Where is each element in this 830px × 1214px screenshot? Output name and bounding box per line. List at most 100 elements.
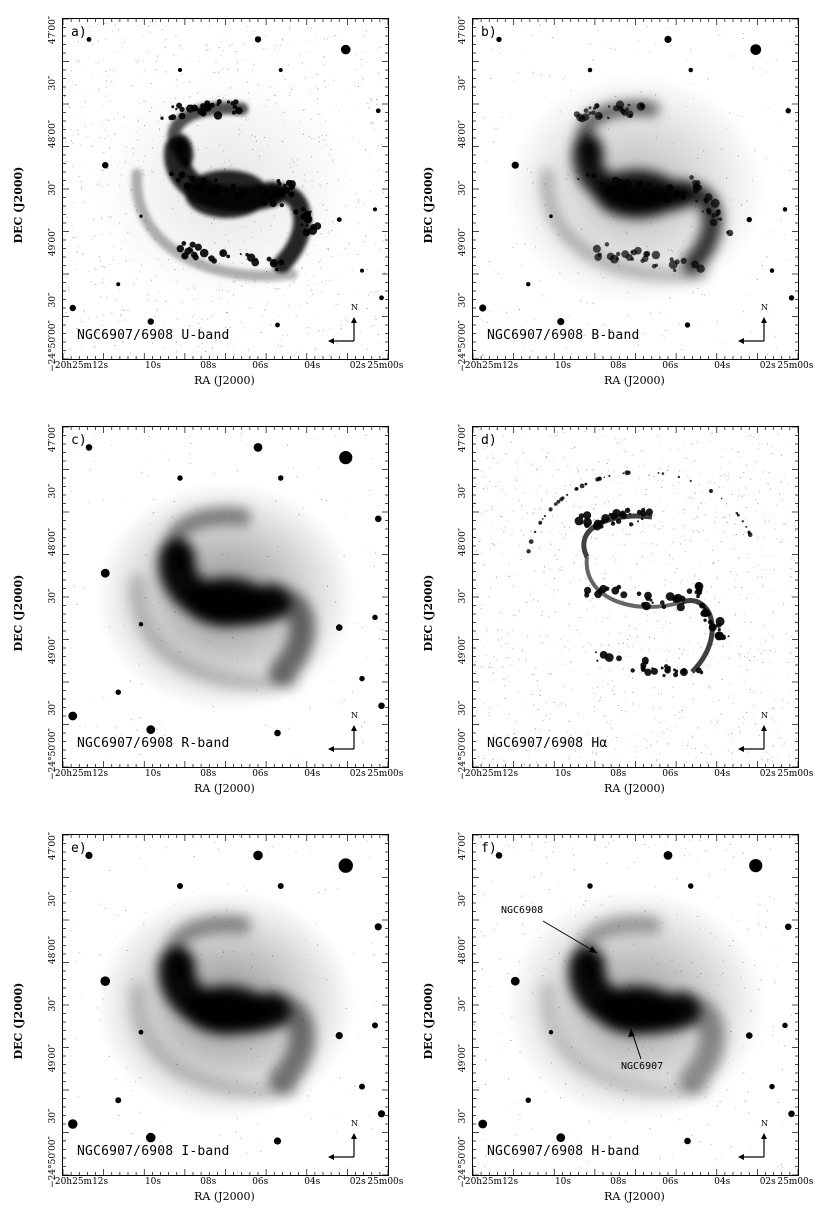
foreground-star	[510, 976, 520, 986]
foreground-star	[146, 725, 156, 734]
foreground-star	[769, 268, 775, 273]
north-east-compass: N	[736, 303, 772, 345]
dec-axis-title: DEC (J2000)	[422, 982, 435, 1060]
ra-tick-label: 04s	[304, 1177, 321, 1187]
foreground-star	[375, 108, 381, 114]
ra-tick-label: 02s	[349, 361, 366, 371]
dec-tick-label: 47′00″	[458, 15, 468, 45]
ra-tick-label: 04s	[714, 361, 731, 371]
ra-tick-label: 02s	[759, 769, 776, 779]
galaxy-image	[473, 835, 798, 1175]
foreground-star	[549, 214, 553, 218]
ra-tick-label: 25m00s	[777, 769, 814, 779]
ra-tick-label: 04s	[714, 1177, 731, 1187]
north-east-compass: N	[326, 711, 362, 753]
dec-tick-label: 49′00″	[48, 1044, 58, 1073]
foreground-star	[664, 35, 672, 43]
foreground-star	[335, 624, 343, 631]
dec-tick-label: −24°50′00″	[48, 320, 58, 372]
ra-tick-label: 04s	[304, 361, 321, 371]
ra-tick-label: 02s	[759, 361, 776, 371]
dec-tick-label: 47′00″	[458, 831, 468, 861]
dec-tick-label: 30″	[458, 483, 468, 499]
dec-tick-label: 48′00″	[458, 935, 468, 964]
foreground-star	[86, 37, 92, 42]
foreground-star	[746, 216, 752, 223]
foreground-star	[339, 451, 353, 465]
foreground-star	[254, 36, 262, 43]
dec-tick-label: 30″	[458, 292, 468, 308]
foreground-star	[785, 108, 791, 114]
ra-tick-label: 08s	[610, 361, 627, 371]
foreground-star	[372, 614, 378, 621]
dec-tick-label: 48′00″	[458, 119, 468, 148]
compass-north-label: N	[761, 1119, 768, 1128]
north-east-compass: N	[326, 303, 362, 345]
ngc6908-annotation: NGC6908	[501, 905, 544, 916]
foreground-star	[750, 44, 762, 55]
foreground-star	[495, 852, 503, 859]
dec-tick-label: 48′00″	[48, 935, 58, 964]
ra-tick-label: 08s	[610, 769, 627, 779]
foreground-star	[275, 322, 280, 328]
dec-tick-label: 47′00″	[48, 423, 58, 453]
ra-tick-label: 10s	[554, 1177, 572, 1187]
foreground-star	[145, 1132, 156, 1143]
dec-tick-label: 49′00″	[48, 228, 58, 257]
foreground-star	[587, 883, 593, 889]
dec-tick-label: 30″	[458, 700, 468, 716]
dec-tick-label: −24°50′00″	[48, 1136, 58, 1188]
foreground-star	[335, 1032, 343, 1040]
ra-tick-label: 06s	[662, 361, 679, 371]
ra-tick-label: 25m00s	[367, 361, 404, 371]
foreground-star	[374, 923, 382, 931]
foreground-star	[684, 322, 691, 328]
foreground-star	[67, 1119, 78, 1129]
foreground-star	[139, 214, 143, 218]
north-east-compass: N	[326, 1119, 362, 1161]
foreground-star	[100, 568, 110, 578]
ra-axis-title: RA (J2000)	[194, 374, 255, 387]
foreground-star	[749, 859, 763, 873]
ra-tick-label: 06s	[252, 361, 269, 371]
foreground-star	[102, 162, 109, 169]
band-label: NGC6907/6908 Hα	[487, 736, 608, 751]
foreground-star	[338, 858, 353, 873]
ra-axis-title: RA (J2000)	[194, 782, 255, 795]
compass-north-label: N	[351, 711, 358, 720]
foreground-star	[556, 1133, 566, 1142]
band-label: NGC6907/6908 U-band	[77, 328, 230, 343]
foreground-star	[548, 1030, 554, 1035]
ra-tick-label: 10s	[554, 769, 572, 779]
foreground-star	[277, 883, 284, 889]
ra-tick-label: 10s	[144, 1177, 162, 1187]
foreground-star	[359, 675, 365, 682]
galaxy-image	[474, 20, 798, 358]
north-east-compass: N	[736, 1119, 772, 1161]
foreground-star	[557, 318, 565, 326]
ra-tick-label: 06s	[662, 769, 679, 779]
foreground-star	[587, 67, 593, 73]
foreground-star	[688, 883, 694, 889]
foreground-star	[85, 851, 93, 859]
panel-label: c)	[71, 433, 87, 448]
image-frame: a) NGC6907/6908 U-band N	[62, 18, 389, 360]
north-east-compass: N	[736, 711, 772, 753]
foreground-star	[784, 923, 792, 931]
dec-axis-title: DEC (J2000)	[12, 574, 25, 652]
dec-tick-label: 48′00″	[458, 527, 468, 556]
ra-tick-label: 10s	[144, 361, 162, 371]
foreground-star	[378, 702, 385, 710]
foreground-star	[782, 1022, 788, 1029]
galaxy-image	[473, 427, 798, 767]
dec-tick-label: −24°50′00″	[458, 320, 468, 372]
dec-tick-label: −24°50′00″	[458, 728, 468, 780]
galaxy-image	[63, 19, 388, 359]
ra-tick-label: 25m00s	[367, 769, 404, 779]
foreground-star	[496, 36, 502, 43]
ra-tick-label: 20h25m12s	[464, 361, 519, 371]
foreground-star	[138, 1029, 144, 1035]
galaxy-image	[63, 433, 386, 767]
dec-tick-label: 47′00″	[48, 15, 58, 45]
dec-tick-label: 30″	[458, 588, 468, 604]
